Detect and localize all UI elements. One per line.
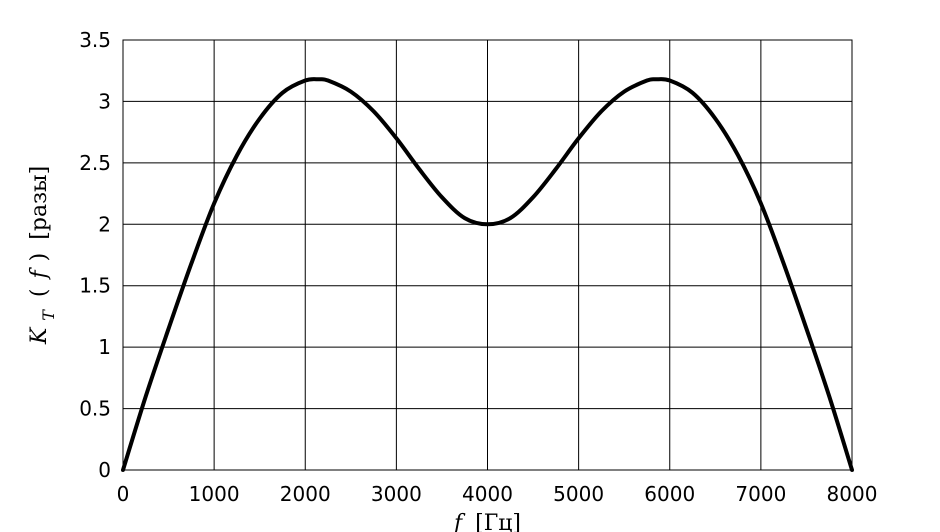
y-tick-label: 0 [98,458,111,482]
y-tick-label: 1 [98,335,111,359]
y-tick-labels: 0 0.5 1 1.5 2 2.5 3 3.5 [79,28,111,482]
y-tick-label: 2.5 [79,151,111,175]
y-axis-subscript: T [39,309,58,321]
x-tick-label: 2000 [280,482,331,506]
x-axis-unit: [Гц] [475,511,521,532]
y-tick-label: 3 [98,89,111,113]
y-tick-label: 2 [98,212,111,236]
grid [122,39,853,471]
x-tick-label: 6000 [644,482,695,506]
x-tick-label: 4000 [462,482,513,506]
x-tick-label: 3000 [371,482,422,506]
x-tick-label: 8000 [827,482,878,506]
x-tick-label: 5000 [553,482,604,506]
y-axis-arg: f [27,266,52,280]
x-axis-var: f [452,511,466,532]
y-axis-title: K T ( f ) [разы] [27,166,60,345]
y-axis-arg-open: ( [27,288,52,297]
y-tick-label: 1.5 [79,274,111,298]
y-tick-label: 0.5 [79,397,111,421]
x-tick-label: 1000 [189,482,240,506]
series-group [121,77,854,472]
series-line [121,77,854,472]
y-axis-var: K [27,326,52,345]
x-tick-label: 0 [117,482,130,506]
x-axis-title: f [Гц] [452,511,521,532]
plot-frame [122,39,853,471]
x-tick-labels: 0 1000 2000 3000 4000 5000 6000 7000 8000 [117,482,878,506]
x-tick-label: 7000 [735,482,786,506]
y-axis-arg-close: ) [27,253,52,262]
y-tick-label: 3.5 [79,28,111,52]
y-axis-unit: [разы] [27,166,52,240]
